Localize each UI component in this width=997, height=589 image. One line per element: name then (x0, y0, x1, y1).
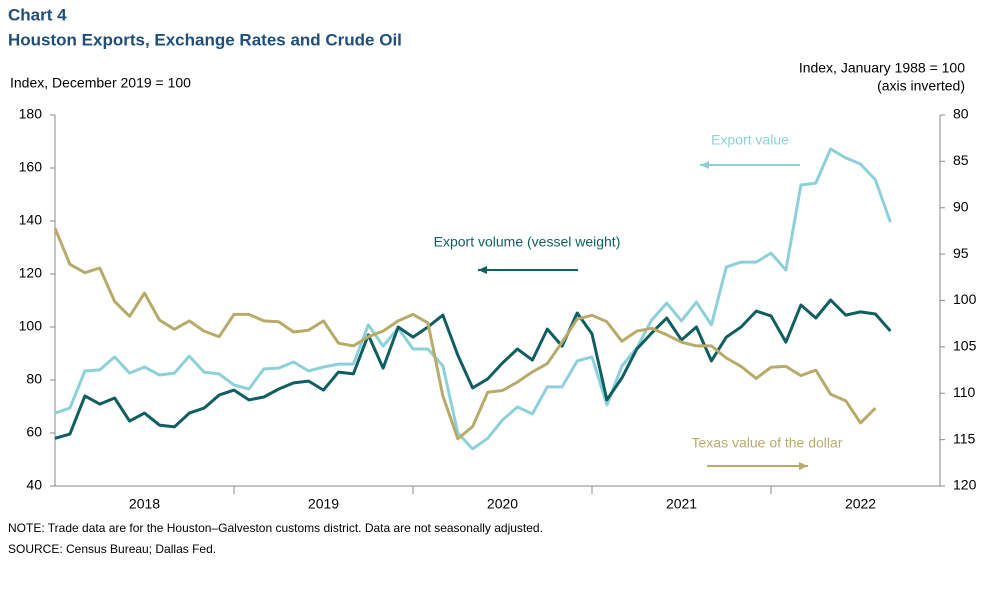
y-tick-label: 160 (19, 159, 43, 175)
y2-tick-label: 105 (953, 338, 977, 354)
series-line (54, 147, 892, 451)
y-tick-label: 100 (19, 318, 43, 334)
x-tick-label: 2019 (308, 496, 339, 512)
y2-axis-label: Index, January 1988 = 100 (799, 60, 965, 76)
legend-arrowhead (700, 161, 709, 169)
y2-tick-label: 110 (953, 384, 976, 400)
y-tick-label: 80 (26, 371, 42, 387)
y-tick-label: 120 (19, 265, 43, 281)
source: SOURCE: Census Bureau; Dallas Fed. (8, 542, 216, 556)
chart-label: Chart 4 (8, 5, 67, 24)
y-tick-label: 60 (26, 424, 42, 440)
y2-tick-label: 100 (953, 291, 977, 307)
y2-axis-note: (axis inverted) (877, 78, 965, 94)
y-tick-label: 180 (19, 106, 43, 122)
y-tick-label: 140 (19, 212, 43, 228)
y2-tick-label: 90 (953, 198, 969, 214)
legend-label: Export volume (vessel weight) (434, 234, 621, 250)
legend-label: Export value (711, 132, 789, 148)
x-tick-label: 2022 (845, 496, 876, 512)
y-tick-label: 40 (26, 477, 42, 493)
y2-tick-label: 120 (953, 477, 977, 493)
y2-tick-label: 80 (953, 106, 969, 122)
y2-tick-label: 85 (953, 152, 969, 168)
x-tick-label: 2020 (487, 496, 518, 512)
note: NOTE: Trade data are for the Houston–Gal… (8, 521, 543, 535)
x-tick-label: 2021 (666, 496, 697, 512)
chart-title: Houston Exports, Exchange Rates and Crud… (8, 30, 402, 49)
y-axis-label: Index, December 2019 = 100 (10, 75, 191, 91)
y2-tick-label: 115 (953, 430, 976, 446)
series-line (53, 227, 877, 441)
legend-arrowhead (478, 266, 487, 274)
legend-label: Texas value of the dollar (692, 435, 843, 451)
y2-tick-label: 95 (953, 245, 969, 261)
legend-arrowhead (799, 462, 808, 470)
series-line (54, 298, 892, 440)
x-tick-label: 2018 (129, 496, 160, 512)
